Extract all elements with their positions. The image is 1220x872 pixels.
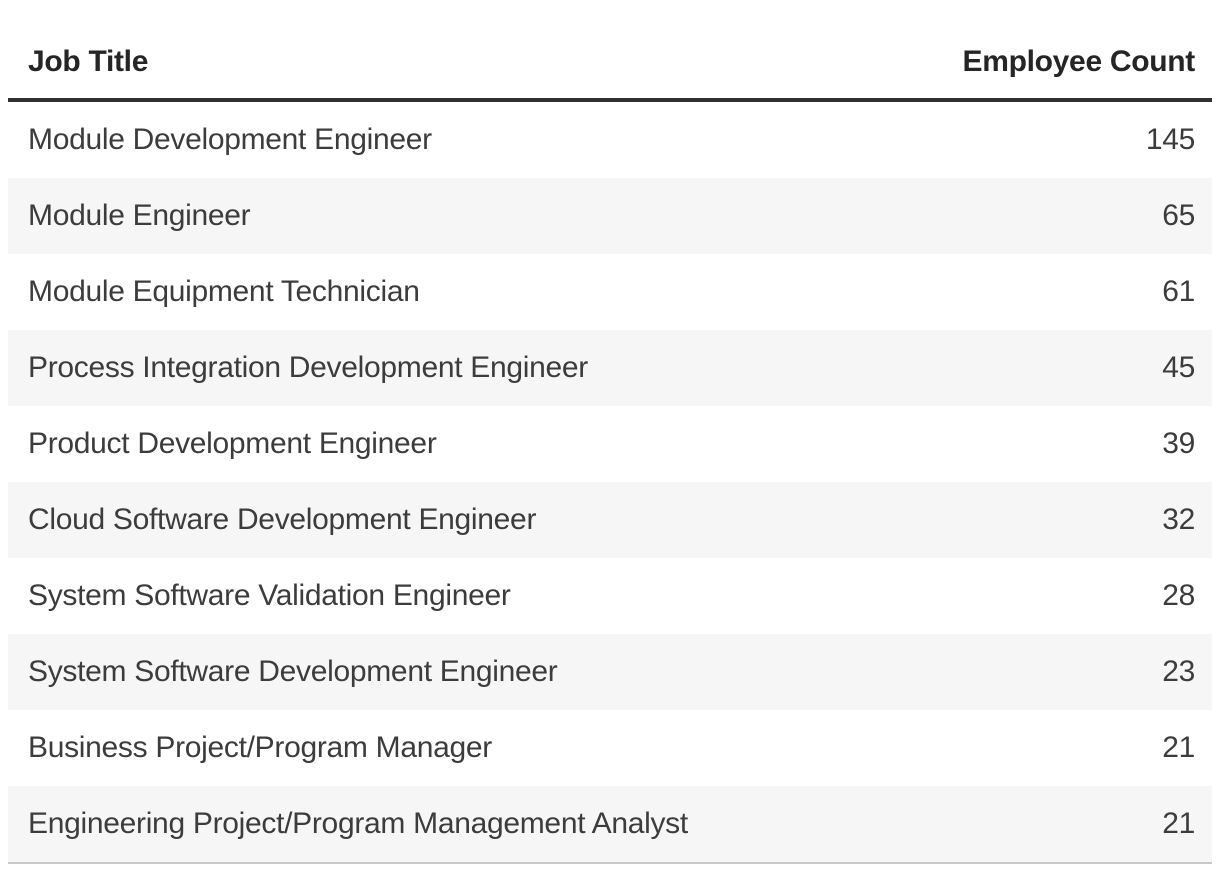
table-row: Process Integration Development Engineer… bbox=[8, 330, 1212, 406]
header-row: Job Title Employee Count bbox=[8, 8, 1212, 102]
employee-count-cell: 32 bbox=[1162, 503, 1195, 536]
employee-count-cell: 28 bbox=[1162, 579, 1195, 612]
employee-count-cell: 45 bbox=[1162, 351, 1195, 384]
table-row: Business Project/Program Manager 21 bbox=[8, 710, 1212, 786]
job-title-cell: Module Equipment Technician bbox=[28, 275, 420, 308]
employee-count-column-header: Employee Count bbox=[911, 8, 1212, 102]
job-title-cell: Cloud Software Development Engineer bbox=[28, 503, 537, 536]
table-body: Module Development Engineer 145 Module E… bbox=[8, 100, 1212, 863]
job-title-cell: Module Engineer bbox=[28, 199, 251, 232]
table-row: Product Development Engineer 39 bbox=[8, 406, 1212, 482]
employee-count-cell: 145 bbox=[1145, 123, 1195, 156]
employee-count-table: Job Title Employee Count Module Developm… bbox=[8, 8, 1212, 864]
table-row: System Software Validation Engineer 28 bbox=[8, 558, 1212, 634]
table-row: Engineering Project/Program Management A… bbox=[8, 786, 1212, 863]
table-row: Cloud Software Development Engineer 32 bbox=[8, 482, 1212, 558]
job-title-cell: System Software Development Engineer bbox=[28, 655, 558, 688]
job-title-cell: Product Development Engineer bbox=[28, 427, 437, 460]
page: Job Title Employee Count Module Developm… bbox=[8, 8, 1212, 864]
job-title-cell: System Software Validation Engineer bbox=[28, 579, 511, 612]
table-row: System Software Development Engineer 23 bbox=[8, 634, 1212, 710]
table-row: Module Equipment Technician 61 bbox=[8, 254, 1212, 330]
job-title-column-header: Job Title bbox=[8, 8, 911, 102]
job-title-cell: Engineering Project/Program Management A… bbox=[28, 807, 688, 840]
table-row: Module Development Engineer 145 bbox=[8, 100, 1212, 178]
job-title-cell: Process Integration Development Engineer bbox=[28, 351, 588, 384]
table-header: Job Title Employee Count bbox=[8, 8, 1212, 102]
employee-count-cell: 61 bbox=[1162, 275, 1195, 308]
employee-count-cell: 39 bbox=[1162, 427, 1195, 460]
employee-count-cell: 23 bbox=[1162, 655, 1195, 688]
table-row: Module Engineer 65 bbox=[8, 178, 1212, 254]
employee-count-cell: 65 bbox=[1162, 199, 1195, 232]
job-title-cell: Module Development Engineer bbox=[28, 123, 432, 156]
employee-count-cell: 21 bbox=[1162, 731, 1195, 764]
employee-count-cell: 21 bbox=[1162, 807, 1195, 840]
job-title-cell: Business Project/Program Manager bbox=[28, 731, 492, 764]
